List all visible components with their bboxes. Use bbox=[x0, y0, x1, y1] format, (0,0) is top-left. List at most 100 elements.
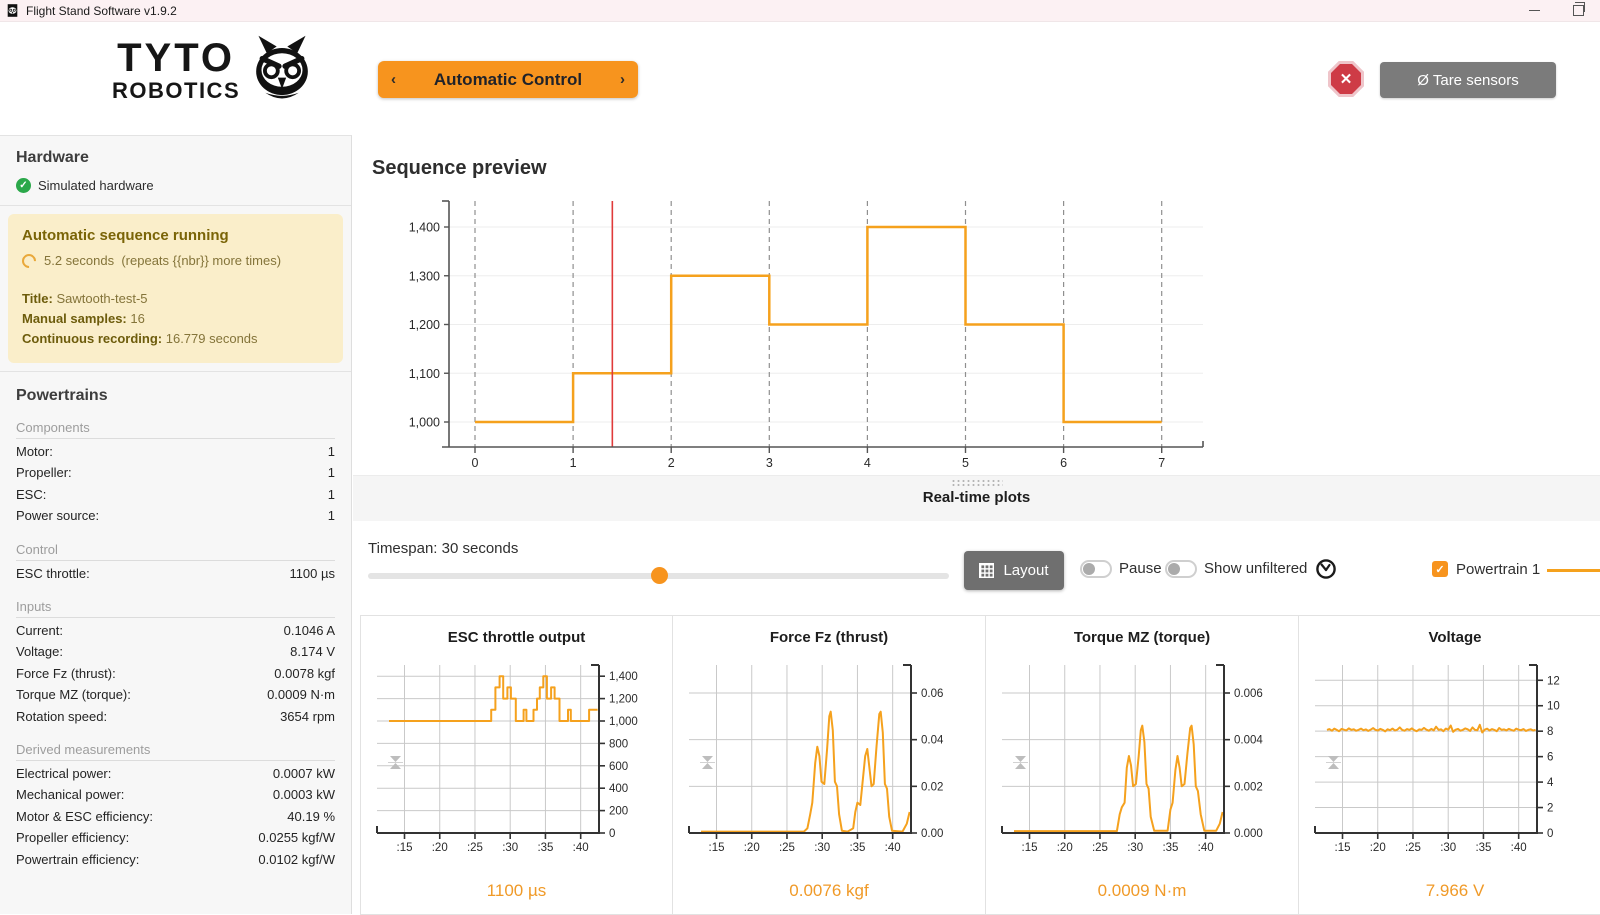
svg-text:0.06: 0.06 bbox=[921, 688, 943, 700]
measurement-row: Rotation speed: 3654 rpm bbox=[16, 706, 335, 727]
svg-text:1,300: 1,300 bbox=[409, 269, 440, 283]
svg-text:4: 4 bbox=[864, 456, 871, 470]
svg-text::20: :20 bbox=[432, 842, 448, 854]
next-mode-chevron-icon[interactable]: › bbox=[620, 71, 625, 88]
svg-text:0.04: 0.04 bbox=[921, 735, 944, 747]
window-title: Flight Stand Software v1.9.2 bbox=[26, 3, 177, 18]
svg-text:0.002: 0.002 bbox=[1234, 781, 1263, 793]
measurement-value: 0.1046 A bbox=[283, 623, 335, 639]
svg-text::20: :20 bbox=[1370, 842, 1386, 854]
show-unfiltered-label: Show unfiltered bbox=[1204, 560, 1308, 577]
group-title-derived-measurements: Derived measurements bbox=[16, 742, 335, 762]
svg-text::30: :30 bbox=[502, 842, 518, 854]
svg-text:6: 6 bbox=[1060, 456, 1067, 470]
measurement-value: 8.174 V bbox=[290, 644, 335, 660]
svg-text:1,400: 1,400 bbox=[409, 221, 440, 235]
gauge-icon[interactable] bbox=[1315, 558, 1337, 580]
hardware-status: ✓ Simulated hardware bbox=[16, 178, 335, 193]
svg-text::35: :35 bbox=[849, 842, 865, 854]
current-value-esc-throttle: 1100 µs bbox=[486, 881, 547, 900]
measurement-label: Current: bbox=[16, 623, 63, 639]
panel-resize-grip[interactable] bbox=[950, 479, 1003, 486]
continuous-recording-row: Continuous recording: 16.779 seconds bbox=[22, 331, 258, 346]
measurement-label: ESC throttle: bbox=[16, 565, 90, 581]
restore-button[interactable] bbox=[1556, 0, 1600, 21]
svg-text:1,100: 1,100 bbox=[409, 367, 440, 381]
svg-text:2: 2 bbox=[1547, 803, 1553, 815]
svg-text::15: :15 bbox=[1335, 842, 1351, 854]
svg-text::35: :35 bbox=[1475, 842, 1491, 854]
measurement-row: Power source: 1 bbox=[16, 505, 335, 526]
timespan-slider-thumb[interactable] bbox=[650, 567, 668, 584]
measurement-label: Torque MZ (torque): bbox=[16, 687, 131, 703]
measurement-label: ESC: bbox=[16, 486, 47, 502]
layout-button-label: Layout bbox=[1003, 562, 1049, 579]
measurement-label: Power source: bbox=[16, 508, 100, 524]
stop-button[interactable]: ✕ bbox=[1328, 61, 1364, 97]
svg-text:0: 0 bbox=[609, 828, 615, 840]
minimize-button[interactable] bbox=[1512, 0, 1556, 21]
title-bar: Flight Stand Software v1.9.2 bbox=[0, 0, 1600, 22]
mode-button-label: Automatic Control bbox=[433, 69, 583, 89]
chart-card-esc-throttle: ESC throttle output 0 200 400 600 800 1,000 1,2… bbox=[360, 615, 673, 915]
svg-text:0.006: 0.006 bbox=[1234, 688, 1263, 700]
svg-text:0: 0 bbox=[1547, 828, 1553, 840]
svg-text:12: 12 bbox=[1547, 675, 1560, 687]
measurement-row: Motor & ESC efficiency: 40.19 % bbox=[16, 806, 335, 827]
svg-text:0.004: 0.004 bbox=[1234, 735, 1263, 747]
svg-text::20: :20 bbox=[744, 842, 760, 854]
svg-text::40: :40 bbox=[1511, 842, 1527, 854]
powertrain-1-checkbox[interactable]: ✓ bbox=[1432, 561, 1448, 577]
measurement-row: ESC: 1 bbox=[16, 484, 335, 505]
force-fz-plot[interactable]: 0.00 0.02 0.04 0.06:15:20:25:30:35:40 bbox=[675, 661, 980, 873]
esc-throttle-plot[interactable]: 0 200 400 600 800 1,000 1,200 1,400:15:20:25:30… bbox=[363, 661, 668, 873]
svg-text:0.00: 0.00 bbox=[921, 828, 943, 840]
prev-mode-chevron-icon[interactable]: ‹ bbox=[391, 71, 396, 88]
pause-toggle[interactable] bbox=[1080, 560, 1112, 578]
axis-drag-icon[interactable] bbox=[699, 754, 716, 771]
axis-drag-icon[interactable] bbox=[1325, 754, 1342, 771]
torque-mz-plot[interactable]: 0.000 0.002 0.004 0.006:15:20:25:30:35:40 bbox=[988, 661, 1293, 873]
layout-button[interactable]: Layout bbox=[964, 551, 1064, 590]
measurement-label: Powertrain efficiency: bbox=[16, 851, 140, 867]
svg-text:8: 8 bbox=[1547, 726, 1553, 738]
axis-drag-icon[interactable] bbox=[1012, 754, 1029, 771]
axis-drag-icon[interactable] bbox=[387, 754, 404, 771]
realtime-chart-cards: ESC throttle output 0 200 400 600 800 1,000 1,2… bbox=[360, 615, 1600, 915]
svg-text::15: :15 bbox=[397, 842, 413, 854]
chart-title-torque-mz: Torque MZ (torque) bbox=[1073, 629, 1211, 646]
svg-text::15: :15 bbox=[709, 842, 725, 854]
header: TYTO ROBOTICS ‹ Automatic Control › ✕ Ø … bbox=[0, 22, 1600, 135]
chart-card-voltage: Voltage 0 2 4 6 8 10 12:15:20:25:30:35:40 7.966 … bbox=[1299, 615, 1600, 915]
pause-label: Pause bbox=[1119, 560, 1162, 577]
timespan-slider[interactable] bbox=[368, 567, 949, 584]
current-value-voltage: 7.966 V bbox=[1425, 881, 1485, 900]
chart-card-force-fz: Force Fz (thrust) 0.00 0.02 0.04 0.06:15:20:… bbox=[673, 615, 986, 915]
svg-text:3: 3 bbox=[766, 456, 773, 470]
show-unfiltered-toggle[interactable] bbox=[1165, 560, 1197, 578]
measurement-value: 0.0009 N·m bbox=[267, 687, 335, 703]
svg-text:0.02: 0.02 bbox=[921, 781, 943, 793]
restore-icon bbox=[1572, 2, 1585, 16]
measurement-label: Mechanical power: bbox=[16, 787, 125, 803]
show-unfiltered-toggle-knob bbox=[1168, 563, 1180, 575]
measurement-row: Electrical power: 0.0007 kW bbox=[16, 763, 335, 784]
automatic-control-button[interactable]: ‹ Automatic Control › bbox=[378, 61, 638, 98]
sequence-elapsed-text: 5.2 seconds (repeats {{nbr}} more times) bbox=[44, 253, 282, 268]
svg-text::15: :15 bbox=[1022, 842, 1038, 854]
sequence-notice-details: Title: Sawtooth-test-5 Manual samples: 1… bbox=[22, 289, 329, 349]
svg-text:1: 1 bbox=[570, 456, 577, 470]
svg-text::40: :40 bbox=[885, 842, 901, 854]
realtime-plots-divider: Real-time plots bbox=[353, 475, 1600, 521]
group-title-control: Control bbox=[16, 542, 335, 561]
svg-text:200: 200 bbox=[609, 806, 628, 818]
measurement-value: 40.19 % bbox=[287, 808, 335, 824]
voltage-plot[interactable]: 0 2 4 6 8 10 12:15:20:25:30:35:40 bbox=[1301, 661, 1600, 873]
chart-title-esc-throttle: ESC throttle output bbox=[447, 629, 586, 646]
svg-text::25: :25 bbox=[779, 842, 795, 854]
tare-sensors-button[interactable]: Ø Tare sensors bbox=[1380, 62, 1556, 98]
app-owl-icon bbox=[7, 4, 18, 17]
logo-line2: ROBOTICS bbox=[112, 78, 241, 103]
realtime-controls: Timespan: 30 seconds Layout Pause Show u… bbox=[353, 521, 1600, 615]
measurement-value: 3654 rpm bbox=[280, 708, 335, 724]
